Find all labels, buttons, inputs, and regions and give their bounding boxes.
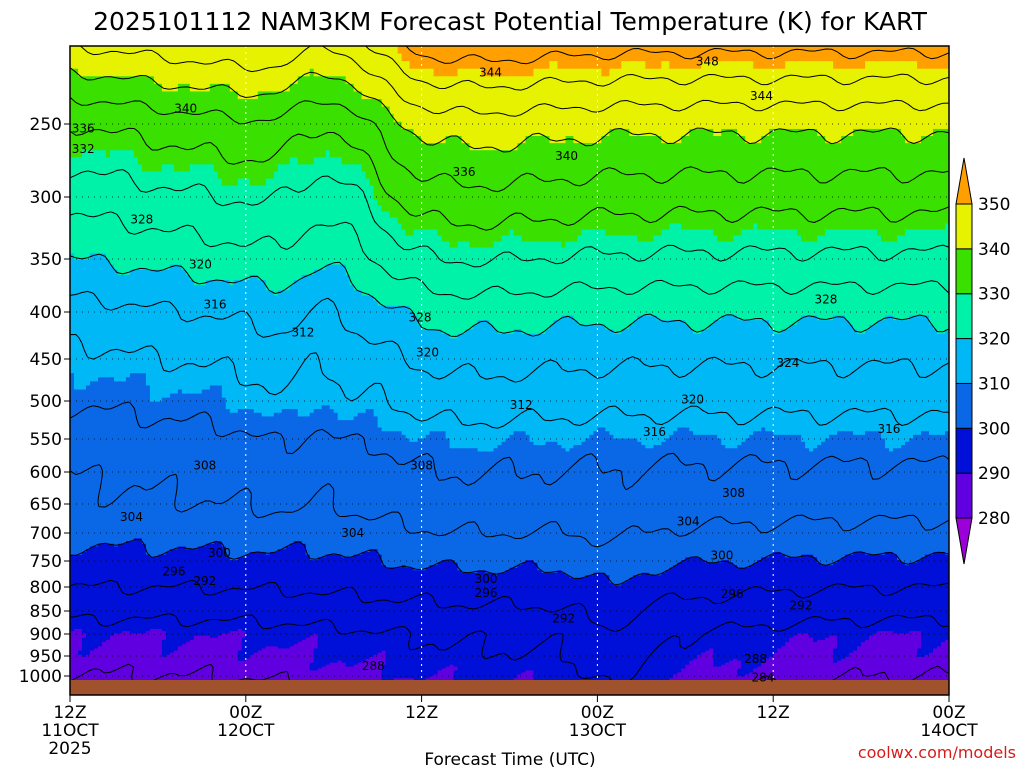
x-tick-label: 00Z: [229, 703, 262, 723]
contour-label: 304: [677, 514, 700, 528]
credit-text: coolwx.com/models: [858, 743, 1016, 762]
contour-label: 328: [409, 311, 432, 325]
contour-label: 296: [475, 586, 498, 600]
y-tick-label: 750: [30, 552, 62, 572]
y-tick-label: 800: [30, 578, 62, 598]
contour-label: 344: [750, 89, 773, 103]
x-tick-label: 11OCT: [41, 721, 99, 741]
x-tick-label: 12OCT: [217, 721, 275, 741]
contour-label: 308: [722, 486, 745, 500]
colorbar-label: 350: [978, 195, 1010, 215]
y-tick-label: 950: [30, 647, 62, 667]
contour-label: 344: [479, 66, 502, 80]
y-tick-label: 650: [30, 495, 62, 515]
contour-label: 312: [510, 398, 533, 412]
colorbar-segment: [956, 249, 972, 294]
colorbar-label: 300: [978, 419, 1010, 439]
contour-label: 348: [696, 55, 719, 69]
contour-label: 336: [72, 121, 95, 135]
colorbar-segment: [956, 204, 972, 249]
contour-label: 316: [877, 422, 900, 436]
y-tick-label: 400: [30, 303, 62, 323]
contour-label: 308: [193, 458, 216, 472]
y-tick-label: 900: [30, 625, 62, 645]
contour-label: 288: [362, 659, 385, 673]
contour-label: 316: [643, 425, 666, 439]
contour-label: 296: [163, 564, 186, 578]
colorbar-label: 290: [978, 464, 1010, 484]
contour-label: 292: [552, 611, 575, 625]
contour-label: 292: [790, 599, 813, 613]
contour-label: 304: [120, 510, 143, 524]
contour-label: 284: [751, 671, 774, 685]
chart-title: 2025101112 NAM3KM Forecast Potential Tem…: [93, 7, 927, 36]
colorbar-segment: [956, 383, 972, 428]
contour-label: 292: [193, 574, 216, 588]
x-tick-label: 2025: [48, 739, 91, 759]
contour-label: 308: [410, 458, 433, 472]
y-tick-label: 350: [30, 250, 62, 270]
colorbar-label: 310: [978, 374, 1010, 394]
contour-label: 332: [72, 142, 95, 156]
contour-label: 320: [189, 257, 212, 271]
y-tick-label: 250: [30, 115, 62, 135]
contour-label: 296: [721, 587, 744, 601]
contour-label: 320: [681, 392, 704, 406]
plot-area: [70, 46, 950, 687]
contour-label: 316: [204, 298, 227, 312]
contour-label: 300: [475, 572, 498, 586]
x-tick-label: 12Z: [757, 703, 790, 723]
colorbar-extend-low: [956, 518, 972, 564]
x-tick-label: 00Z: [932, 703, 965, 723]
x-tick-label: 14OCT: [920, 721, 978, 741]
y-tick-label: 700: [30, 524, 62, 544]
colorbar-segment: [956, 473, 972, 518]
ground-bar: [70, 680, 949, 695]
y-tick-label: 450: [30, 350, 62, 370]
colorbar-extend-high: [956, 158, 972, 204]
y-tick-label: 500: [30, 392, 62, 412]
y-tick-label: 550: [30, 430, 62, 450]
contour-label: 300: [208, 546, 231, 560]
colorbar-segment: [956, 428, 972, 473]
contour-label: 304: [341, 526, 364, 540]
y-tick-label: 600: [30, 463, 62, 483]
colorbar-label: 340: [978, 240, 1010, 260]
colorbar-segment: [956, 294, 972, 339]
contour-label: 328: [814, 292, 837, 306]
x-tick-label: 12Z: [405, 703, 438, 723]
colorbar-label: 280: [978, 509, 1010, 529]
x-tick-label: 12Z: [53, 703, 86, 723]
y-tick-label: 1000: [19, 667, 62, 687]
contour-label: 300: [710, 548, 733, 562]
contour-label: 288: [744, 652, 767, 666]
y-tick-label: 300: [30, 188, 62, 208]
x-axis-label: Forecast Time (UTC): [424, 750, 595, 768]
contour-label: 340: [174, 101, 197, 115]
x-tick-label: 13OCT: [569, 721, 627, 741]
y-tick-label: 850: [30, 602, 62, 622]
colorbar-label: 320: [978, 330, 1010, 350]
colorbar-segment: [956, 339, 972, 384]
contour-label: 320: [416, 345, 439, 359]
contour-label: 328: [130, 212, 153, 226]
x-tick-label: 00Z: [581, 703, 614, 723]
contour-label: 340: [555, 149, 578, 163]
colorbar-label: 330: [978, 285, 1010, 305]
contour-label: 324: [776, 356, 799, 370]
contour-label: 336: [453, 165, 476, 179]
contour-label: 312: [291, 326, 314, 340]
colorbar: 280 290 300 310 320 330 340 350: [956, 158, 1010, 564]
